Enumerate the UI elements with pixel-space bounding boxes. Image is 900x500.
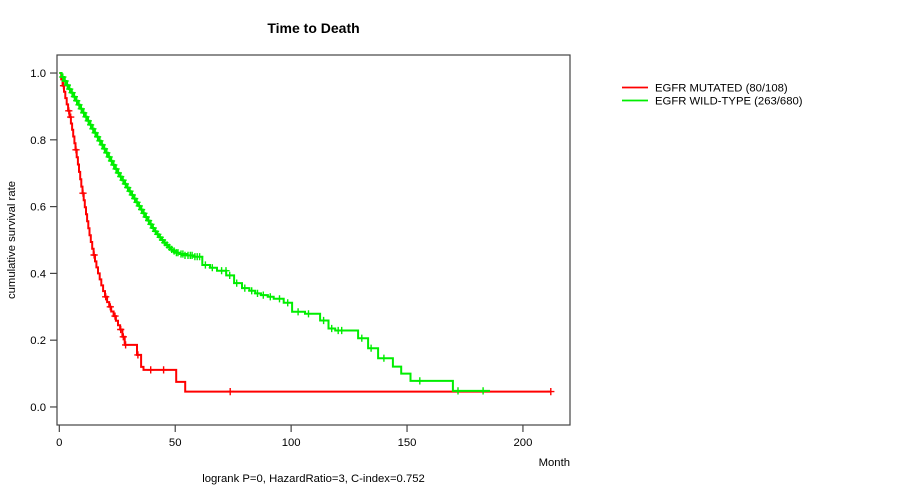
x-tick-label: 0 xyxy=(56,437,62,449)
legend-label-mutated: EGFR MUTATED (80/108) xyxy=(655,83,788,95)
x-tick-label: 50 xyxy=(169,437,182,449)
censor-marks-egfr-wildtype xyxy=(59,73,487,395)
x-axis-ticks: 0 50 100 150 200 xyxy=(56,425,532,449)
y-tick-label: 0.2 xyxy=(30,335,46,347)
x-tick-label: 200 xyxy=(514,437,533,449)
survival-curves-layer xyxy=(59,72,555,396)
legend-label-wildtype: EGFR WILD-TYPE (263/680) xyxy=(655,96,803,108)
x-tick-label: 100 xyxy=(282,437,301,449)
y-tick-label: 0.0 xyxy=(30,402,46,414)
statistics-annotation: logrank P=0, HazardRatio=3, C-index=0.75… xyxy=(202,473,425,485)
censor-marks-egfr-mutated xyxy=(59,82,555,396)
x-tick-label: 150 xyxy=(398,437,417,449)
y-axis-title: cumulative survival rate xyxy=(6,181,18,299)
x-axis-title: Month xyxy=(539,457,570,469)
plot-border xyxy=(56,54,571,426)
y-tick-label: 0.8 xyxy=(30,135,46,147)
y-tick-label: 0.6 xyxy=(30,202,46,214)
chart-title: Time to Death xyxy=(267,20,359,36)
y-tick-label: 0.4 xyxy=(30,268,46,280)
y-axis-ticks: 0.0 0.2 0.4 0.6 0.8 1.0 xyxy=(30,68,57,414)
legend: EGFR MUTATED (80/108) EGFR WILD-TYPE (26… xyxy=(622,83,803,108)
curve-egfr-mutated xyxy=(59,72,551,393)
y-tick-label: 1.0 xyxy=(30,68,46,80)
